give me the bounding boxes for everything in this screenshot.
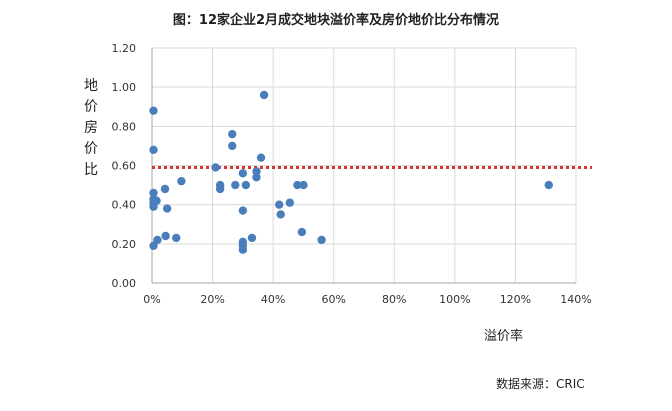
- x-tick-label: 100%: [439, 293, 470, 306]
- data-point: [161, 231, 170, 241]
- data-point: [177, 176, 186, 186]
- data-point: [228, 129, 237, 139]
- data-point: [256, 153, 266, 162]
- source-note: 数据来源：CRIC: [496, 377, 585, 391]
- data-point: [238, 169, 248, 178]
- data-point: [297, 227, 307, 237]
- x-tick-labels: 0% 20% 40% 60% 80% 100% 120% 140%: [143, 293, 591, 306]
- data-points: [149, 90, 553, 254]
- data-point: [276, 210, 285, 219]
- y-tick-label: 0.00: [112, 277, 137, 290]
- x-tick-label: 80%: [382, 293, 406, 306]
- data-point: [241, 180, 251, 190]
- data-point: [238, 245, 248, 254]
- data-point: [238, 206, 248, 215]
- data-point: [149, 145, 158, 155]
- y-tick-label: 1.20: [112, 42, 137, 55]
- data-point: [544, 180, 553, 190]
- x-tick-label: 0%: [143, 293, 160, 306]
- x-tick-label: 140%: [560, 293, 591, 306]
- x-axis-label: 溢价率: [484, 329, 524, 344]
- data-point: [252, 167, 261, 176]
- data-point: [149, 188, 158, 198]
- y-tick-label: 0.60: [112, 160, 137, 173]
- data-point: [317, 235, 326, 245]
- data-point: [215, 184, 225, 194]
- data-point: [149, 106, 158, 115]
- data-point: [293, 180, 302, 190]
- data-point: [211, 163, 220, 172]
- data-point: [152, 196, 161, 205]
- data-point: [285, 198, 294, 207]
- y-tick-labels: 0.00 0.20 0.40 0.60 0.80 1.00 1.20: [112, 42, 137, 290]
- data-point: [275, 200, 284, 209]
- y-tick-label: 0.40: [112, 199, 137, 212]
- x-tick-label: 120%: [500, 293, 531, 306]
- chart-title: 图：12家企业2月成交地块溢价率及房价地价比分布情况: [172, 13, 500, 28]
- y-tick-label: 1.00: [112, 81, 137, 94]
- data-point: [172, 233, 181, 243]
- data-point: [252, 173, 261, 182]
- data-point: [153, 235, 162, 245]
- data-point: [299, 180, 308, 190]
- data-point: [228, 141, 237, 151]
- data-point: [259, 90, 269, 100]
- data-point: [160, 184, 170, 194]
- data-point: [231, 180, 240, 190]
- data-point: [247, 233, 257, 243]
- data-point: [162, 204, 172, 213]
- x-tick-label: 60%: [321, 293, 345, 306]
- y-tick-label: 0.20: [112, 238, 137, 251]
- x-tick-label: 40%: [261, 293, 285, 306]
- y-tick-label: 0.80: [112, 120, 137, 133]
- y-axis-label: 地价房价比: [84, 78, 98, 178]
- x-tick-label: 20%: [200, 293, 224, 306]
